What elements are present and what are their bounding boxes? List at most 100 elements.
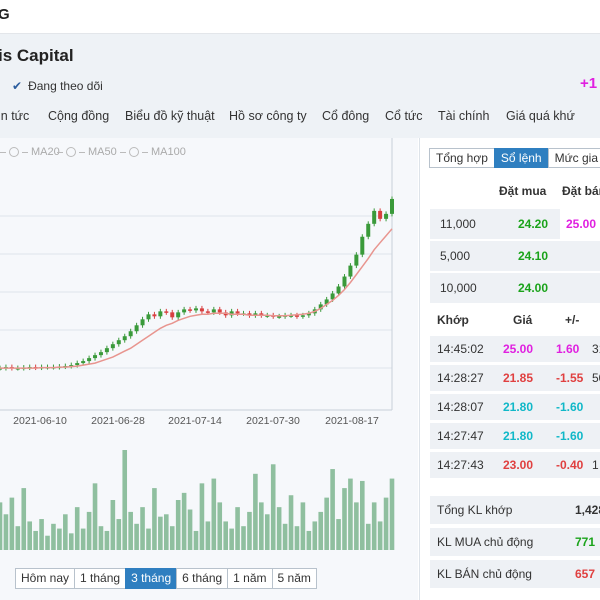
candle [390, 198, 394, 214]
buy-price: 24.00 [518, 281, 549, 295]
volume-bar [247, 511, 252, 550]
match-volume: 312 [592, 342, 600, 356]
match-volume: 1 [592, 458, 599, 472]
tab-news[interactable]: in tức [0, 109, 30, 123]
tab-shareholders[interactable]: Cổ đông [322, 109, 370, 123]
ma100-label: MA100 [151, 146, 186, 158]
match-change: -1.60 [556, 400, 584, 414]
site-logo[interactable]: G [0, 6, 10, 23]
range-1y[interactable]: 1 năm [227, 568, 273, 589]
volume-bar [383, 497, 389, 550]
candle [164, 311, 169, 313]
tab-order-book[interactable]: Sổ lệnh [493, 148, 549, 168]
tab-financials[interactable]: Tài chính [438, 109, 490, 123]
volume-bar [15, 526, 21, 550]
range-today[interactable]: Hôm nay [15, 568, 76, 589]
range-5y[interactable]: 5 năm [271, 568, 317, 589]
volume-bar [336, 519, 341, 550]
volume-bar [33, 530, 38, 550]
candle [146, 314, 151, 320]
candle [199, 308, 204, 312]
volume-bar [371, 502, 377, 550]
candle [81, 361, 86, 364]
range-3m[interactable]: 3 tháng [125, 568, 178, 589]
volume-bar [264, 514, 270, 550]
order-volume: 5,000 [440, 249, 471, 263]
candle [253, 313, 258, 316]
candle [87, 358, 92, 362]
volume-bar [21, 488, 27, 550]
volume-bar [45, 535, 50, 550]
volume-bar [51, 523, 56, 550]
order-row: 10,000 24.00 [430, 273, 600, 303]
candle [336, 286, 341, 294]
volume-bar [205, 521, 211, 550]
buy-price: 24.20 [518, 217, 549, 231]
tab-dividends[interactable]: Cổ tức [385, 109, 423, 123]
volume-bar [80, 528, 86, 550]
candle [384, 213, 389, 219]
tab-technical-chart[interactable]: Biểu đồ kỹ thuật [125, 109, 215, 123]
tab-price-history[interactable]: Giá quá khứ [506, 109, 575, 123]
ma50-toggle[interactable]: MA50 [57, 146, 117, 158]
volume-bar [294, 526, 300, 550]
buy-header: Đặt mua [499, 184, 547, 198]
tab-price-levels[interactable]: Mức gia [547, 148, 600, 168]
x-tick-label: 2021-07-14 [168, 415, 222, 427]
follow-button[interactable]: ✔ Đang theo dõi [12, 79, 103, 93]
volume-bar [330, 469, 335, 550]
candle [354, 254, 359, 266]
volume-bar [253, 473, 258, 550]
candle [152, 314, 157, 317]
tab-company-profile[interactable]: Hồ sơ công ty [229, 109, 307, 123]
match-time: 14:28:27 [437, 371, 484, 385]
volume-bar [199, 483, 205, 550]
volume-bar [365, 523, 371, 550]
ma100-toggle[interactable]: MA100 [120, 146, 186, 158]
x-tick-label: 2021-08-17 [325, 415, 379, 427]
candle [294, 315, 299, 317]
candle [265, 315, 270, 317]
volume-bar [152, 488, 157, 550]
tab-community[interactable]: Cộng đồng [48, 109, 110, 123]
volume-bar [164, 514, 169, 550]
volume-bar [134, 523, 139, 550]
chart-pane: MA20 MA50 MA100 2021-06-10 2021-06-28 2021… [0, 138, 418, 600]
range-1m[interactable]: 1 tháng [74, 568, 127, 589]
summary-label: Tổng KL khớp [437, 503, 513, 517]
candle [140, 319, 145, 326]
match-change: -1.60 [556, 429, 584, 443]
price-chart[interactable]: 2021-06-10 2021-06-28 2021-07-14 2021-07-30… [0, 138, 418, 558]
volume-bar [217, 502, 223, 550]
order-tabs: Tổng hợp Sổ lệnh Mức gia [429, 148, 600, 168]
matches-header: Khớp Giá +/- [420, 313, 600, 333]
volume-bar [158, 516, 163, 550]
volume-bar [276, 507, 282, 550]
summary-row: KL MUA chủ động 771 [430, 528, 600, 556]
volume-bar [9, 497, 15, 550]
range-6m[interactable]: 6 tháng [176, 568, 229, 589]
volume-bar [324, 497, 329, 550]
match-row: 14:28:27 21.85 -1.55 50 [430, 365, 600, 391]
summary-value: 771 [575, 535, 596, 549]
candle [182, 309, 187, 313]
sell-price: 25.00 [560, 209, 600, 239]
candle [110, 344, 115, 349]
volume-bar [312, 521, 318, 550]
stock-header: is Capital ✔ Đang theo dõi +1 in tức Cộn… [0, 34, 600, 138]
candle [170, 312, 175, 318]
volume-bar [377, 521, 383, 550]
match-row: 14:45:02 25.00 1.60 312 [430, 336, 600, 362]
candle [247, 313, 252, 316]
candle [348, 265, 353, 277]
candle [259, 313, 264, 316]
x-tick-label: 2021-06-10 [13, 415, 67, 427]
ma20-toggle[interactable]: MA20 [0, 146, 60, 158]
ma50-label: MA50 [88, 146, 117, 158]
tab-summary[interactable]: Tổng hợp [429, 148, 495, 168]
candle [300, 315, 305, 317]
summary-value: 657 [575, 567, 596, 581]
candle [289, 315, 294, 317]
volume-bar [342, 488, 347, 550]
candle [128, 331, 133, 337]
